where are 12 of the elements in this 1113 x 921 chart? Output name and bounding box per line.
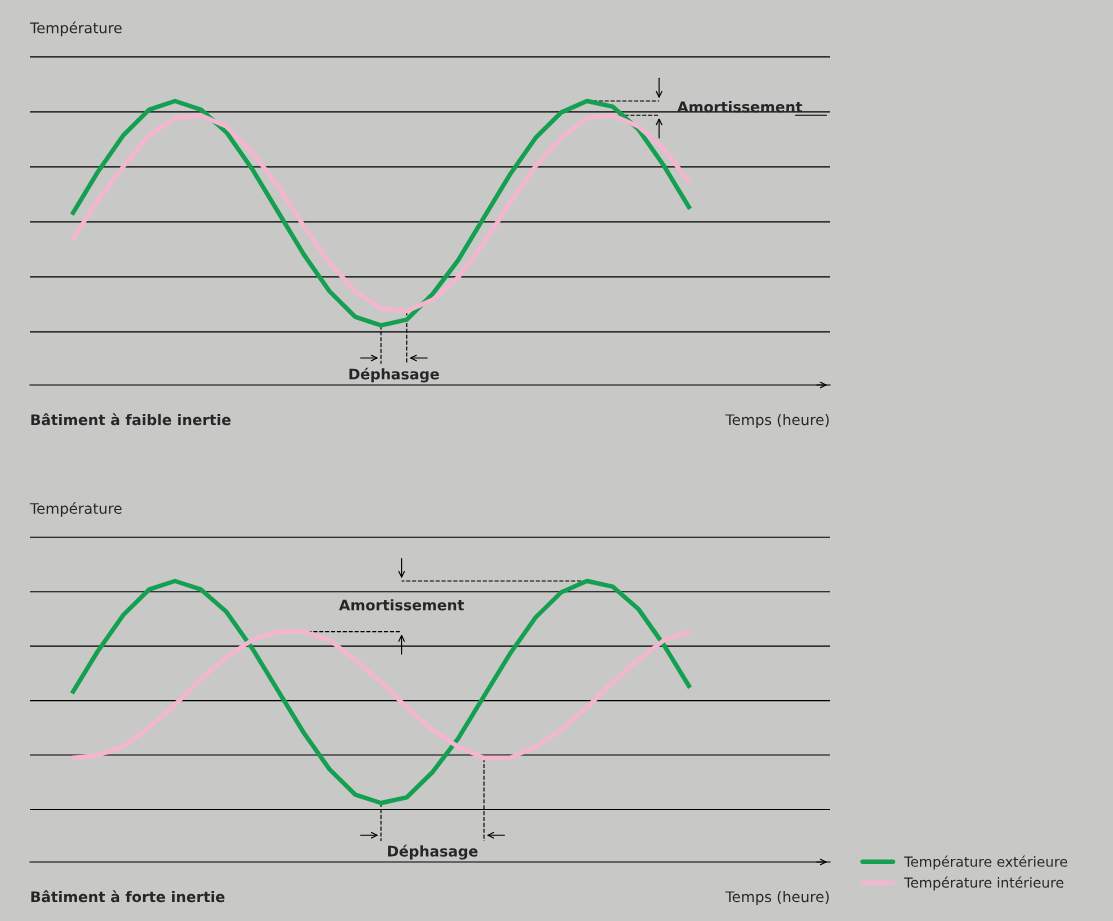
legend-label: Température extérieure (904, 855, 1068, 870)
text: Bâtiment à faible inertie (31, 413, 231, 426)
annotation: Amortissement (338, 599, 464, 611)
annotation: Déphasage (388, 844, 478, 860)
x-axis-title: Temps (heure) (725, 413, 829, 429)
y-axis-title: Température (29, 21, 122, 37)
y-axis-title: Température (29, 502, 122, 517)
annotation: Déphasage (349, 367, 439, 383)
annotation: Amortissement (677, 101, 803, 113)
x-axis-title: Temps (heure) (725, 890, 829, 906)
text: Bâtiment à forte inertie (31, 890, 225, 903)
legend-label: Température intérieure (904, 876, 1064, 891)
